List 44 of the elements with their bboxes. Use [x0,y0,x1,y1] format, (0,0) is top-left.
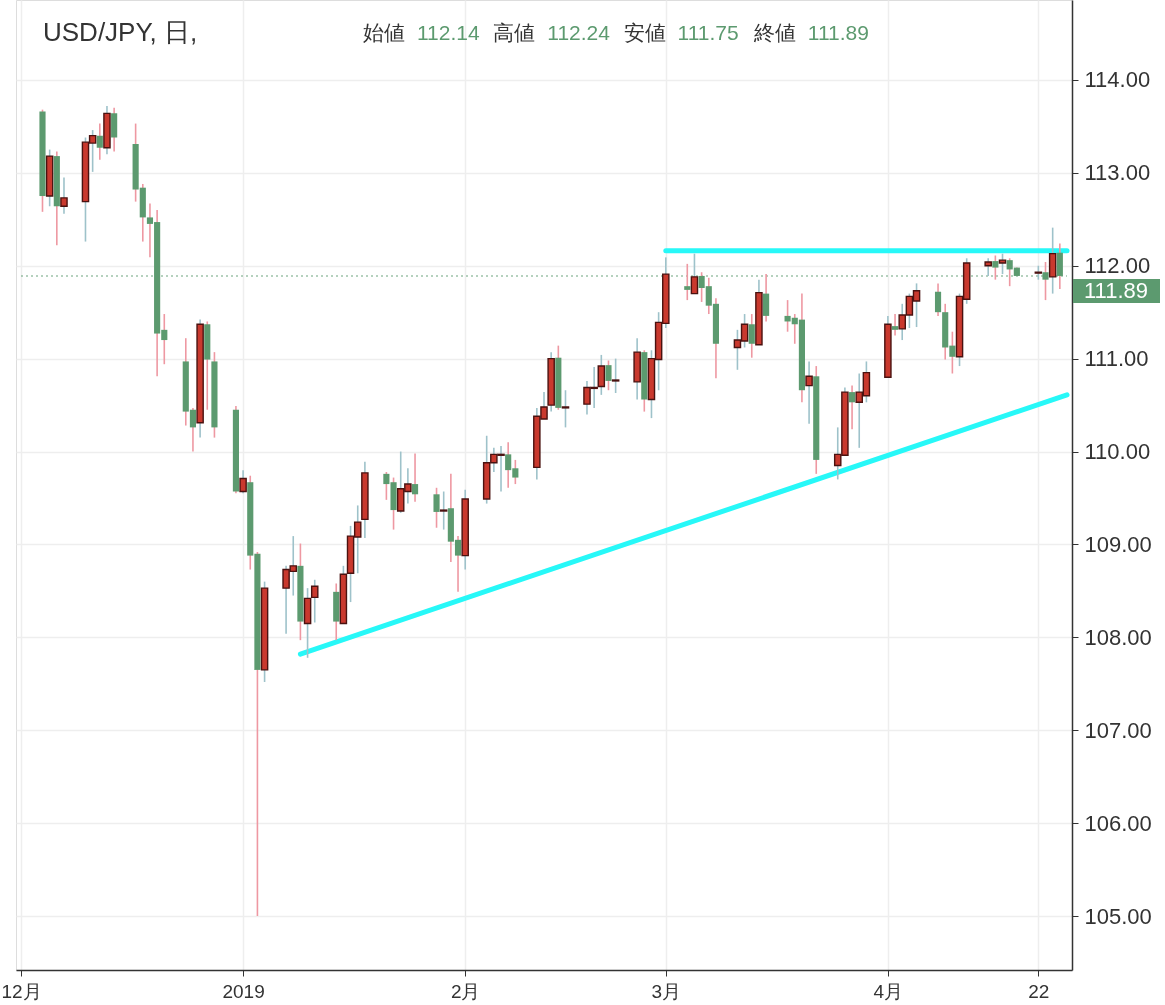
candlestick [605,359,612,392]
x-tick-label: 12月 [1,980,42,1002]
candlestick [611,357,620,394]
candlestick [934,282,942,317]
candlestick [310,578,319,624]
candlestick [1042,261,1049,301]
candlestick [96,122,103,161]
y-tick-label: 110.00 [1084,439,1151,465]
candlestick [805,360,813,425]
candlestick [763,273,770,323]
y-tick-label: 109.00 [1084,531,1152,557]
candlestick [439,490,448,531]
x-tick-label: 4月 [873,980,904,1002]
candlestick [411,452,419,503]
x-tick-label: 2019 [222,980,265,1002]
candlestick [891,313,899,337]
y-tick-label: 107.00 [1084,717,1152,743]
y-tick-label: 114.00 [1084,67,1151,93]
candlestick [748,313,755,359]
x-tick-label: 3月 [651,980,682,1002]
candlestick [984,257,992,277]
candlestick [684,263,691,301]
text: 始値 112.14 高値 112.24 安値 111.75 終値 111.89 [363,21,869,44]
y-tick-label: 112.00 [1084,253,1151,279]
candlestick [433,486,440,529]
y-tick-label: 106.00 [1084,810,1152,836]
x-tick-label: 22 [1028,980,1050,1002]
candlestick [597,354,606,396]
text: USD/JPY, 日, [43,17,198,47]
candlestick [848,384,856,431]
y-tick-label: 111.00 [1084,346,1149,372]
candlestick [60,176,68,215]
y-tick-label: 113.00 [1084,160,1151,186]
ref-line-label: 111.89 [1083,277,1149,303]
candlestick [992,254,999,281]
x-tick-label: 2月 [450,980,481,1002]
candlestick [1056,242,1063,290]
candlestick [1048,226,1057,295]
candlestick [239,469,247,495]
candlestick [561,389,570,429]
y-tick-label: 108.00 [1084,624,1152,650]
candlestick [998,252,1007,275]
y-tick-label: 105.00 [1084,903,1152,929]
candlestick [690,252,699,295]
